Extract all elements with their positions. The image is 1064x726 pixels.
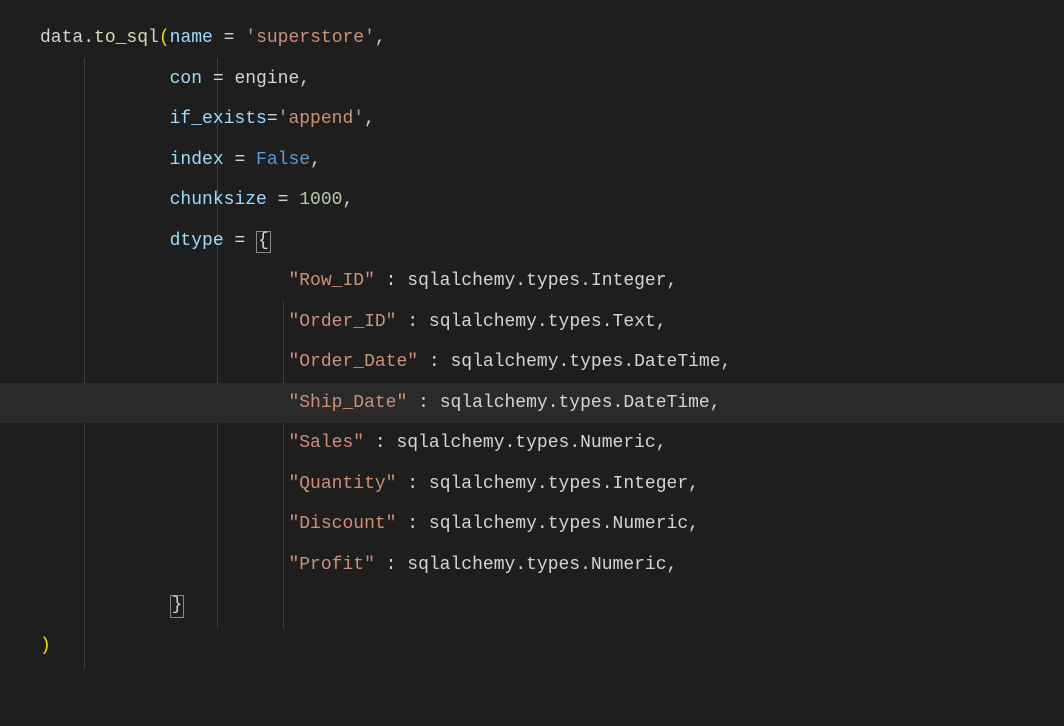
code-token: : bbox=[396, 514, 428, 534]
code-token: sqlalchemy.types.Numeric bbox=[429, 514, 688, 534]
code-line[interactable]: ) bbox=[0, 626, 1064, 667]
code-token: , bbox=[310, 150, 321, 170]
code-token: sqlalchemy.types.DateTime bbox=[440, 393, 710, 413]
code-token: , bbox=[364, 109, 375, 129]
code-line[interactable]: "Order_Date" : sqlalchemy.types.DateTime… bbox=[0, 342, 1064, 383]
indent bbox=[40, 595, 170, 615]
code-token: sqlalchemy.types.DateTime bbox=[450, 352, 720, 372]
indent bbox=[40, 514, 288, 534]
code-line[interactable]: } bbox=[0, 585, 1064, 626]
brace-open-highlighted: { bbox=[256, 231, 271, 254]
code-line[interactable]: dtype = { bbox=[0, 221, 1064, 262]
code-token: chunksize bbox=[170, 190, 267, 210]
code-token: , bbox=[656, 312, 667, 332]
code-token: , bbox=[656, 433, 667, 453]
code-token: dtype bbox=[170, 231, 224, 251]
code-token: , bbox=[721, 352, 732, 372]
code-token: "Order_ID" bbox=[288, 312, 396, 332]
code-line[interactable]: "Order_ID" : sqlalchemy.types.Text, bbox=[0, 302, 1064, 343]
code-token: : bbox=[375, 555, 407, 575]
code-token: : bbox=[364, 433, 396, 453]
indent bbox=[40, 150, 170, 170]
code-token: , bbox=[667, 555, 678, 575]
code-line[interactable]: "Row_ID" : sqlalchemy.types.Integer, bbox=[0, 261, 1064, 302]
code-token: : bbox=[375, 271, 407, 291]
code-token: "Discount" bbox=[288, 514, 396, 534]
code-line[interactable]: "Sales" : sqlalchemy.types.Numeric, bbox=[0, 423, 1064, 464]
code-token: "Quantity" bbox=[288, 474, 396, 494]
code-token: data bbox=[40, 28, 83, 48]
code-token: : bbox=[407, 393, 439, 413]
code-token: engine bbox=[234, 69, 299, 89]
code-token: = bbox=[267, 109, 278, 129]
indent bbox=[40, 190, 170, 210]
code-token: = bbox=[267, 190, 299, 210]
code-line[interactable]: "Profit" : sqlalchemy.types.Numeric, bbox=[0, 545, 1064, 586]
code-token: = bbox=[213, 28, 245, 48]
code-token: = bbox=[202, 69, 234, 89]
code-token: = bbox=[224, 231, 256, 251]
indent bbox=[40, 393, 288, 413]
code-token: : bbox=[396, 312, 428, 332]
code-token: 1000 bbox=[299, 190, 342, 210]
code-token: , bbox=[375, 28, 386, 48]
paren-open: ( bbox=[159, 28, 170, 48]
code-token: , bbox=[710, 393, 721, 413]
code-token: . bbox=[83, 28, 94, 48]
indent bbox=[40, 555, 288, 575]
indent bbox=[40, 271, 288, 291]
code-token: : bbox=[396, 474, 428, 494]
code-line[interactable]: "Discount" : sqlalchemy.types.Numeric, bbox=[0, 504, 1064, 545]
code-token: sqlalchemy.types.Integer bbox=[429, 474, 688, 494]
code-line[interactable]: "Quantity" : sqlalchemy.types.Integer, bbox=[0, 464, 1064, 505]
brace-close-highlighted: } bbox=[170, 595, 185, 618]
code-token: name bbox=[170, 28, 213, 48]
indent bbox=[40, 474, 288, 494]
code-token: , bbox=[667, 271, 678, 291]
code-editor[interactable]: data.to_sql(name = 'superstore', con = e… bbox=[0, 0, 1064, 666]
code-token: 'superstore' bbox=[245, 28, 375, 48]
code-token: sqlalchemy.types.Integer bbox=[407, 271, 666, 291]
code-line-active[interactable]: "Ship_Date" : sqlalchemy.types.DateTime, bbox=[0, 383, 1064, 424]
code-token: if_exists bbox=[170, 109, 267, 129]
indent bbox=[40, 69, 170, 89]
code-token: "Profit" bbox=[288, 555, 374, 575]
code-token: "Ship_Date" bbox=[288, 393, 407, 413]
code-token: to_sql bbox=[94, 28, 159, 48]
code-token: = bbox=[224, 150, 256, 170]
indent bbox=[40, 109, 170, 129]
code-token: con bbox=[170, 69, 202, 89]
indent bbox=[40, 231, 170, 251]
code-line[interactable]: data.to_sql(name = 'superstore', bbox=[0, 18, 1064, 59]
code-token: sqlalchemy.types.Numeric bbox=[407, 555, 666, 575]
code-token: False bbox=[256, 150, 310, 170]
code-token: "Order_Date" bbox=[288, 352, 418, 372]
code-line[interactable]: con = engine, bbox=[0, 59, 1064, 100]
indent bbox=[40, 433, 288, 453]
code-line[interactable]: index = False, bbox=[0, 140, 1064, 181]
code-token: "Row_ID" bbox=[288, 271, 374, 291]
code-token: "Sales" bbox=[288, 433, 364, 453]
code-token: : bbox=[418, 352, 450, 372]
code-token: , bbox=[688, 514, 699, 534]
paren-close: ) bbox=[40, 636, 51, 656]
code-line[interactable]: chunksize = 1000, bbox=[0, 180, 1064, 221]
code-line[interactable]: if_exists='append', bbox=[0, 99, 1064, 140]
indent bbox=[40, 312, 288, 332]
code-token: index bbox=[170, 150, 224, 170]
code-token: sqlalchemy.types.Numeric bbox=[396, 433, 655, 453]
code-token: , bbox=[299, 69, 310, 89]
code-token: , bbox=[342, 190, 353, 210]
code-token: , bbox=[688, 474, 699, 494]
indent bbox=[40, 352, 288, 372]
code-token: 'append' bbox=[278, 109, 364, 129]
code-token: sqlalchemy.types.Text bbox=[429, 312, 656, 332]
